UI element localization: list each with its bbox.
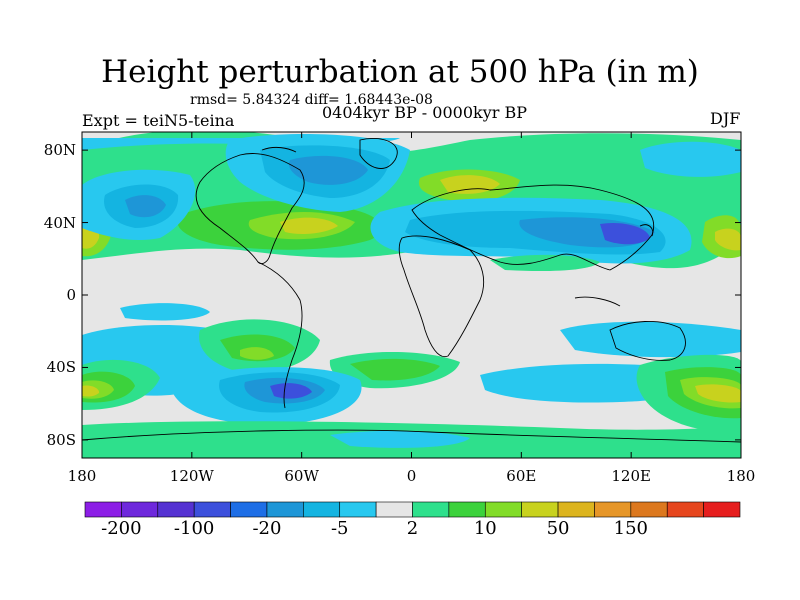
colorbar-swatch bbox=[521, 501, 559, 518]
colorbar bbox=[84, 501, 741, 518]
colorbar-swatch bbox=[84, 501, 122, 518]
colorbar-swatch bbox=[666, 501, 704, 518]
stats-label: rmsd= 5.84324 diff= 1.68443e-08 bbox=[190, 92, 433, 108]
contour-region bbox=[695, 384, 741, 403]
colorbar-label: -20 bbox=[252, 518, 282, 539]
season-label: DJF bbox=[710, 109, 741, 128]
lat-label: 0 bbox=[66, 286, 76, 304]
plot-title: Height perturbation at 500 hPa (in m) bbox=[101, 54, 699, 90]
contour-region bbox=[82, 138, 400, 150]
colorbar-swatch bbox=[630, 501, 668, 518]
lat-label: 80N bbox=[43, 141, 76, 160]
lon-label: 60W bbox=[284, 467, 319, 485]
colorbar-swatch bbox=[594, 501, 632, 518]
colorbar-label: 150 bbox=[613, 518, 648, 539]
contour-region bbox=[640, 141, 741, 177]
colorbar-swatch bbox=[557, 501, 595, 518]
contour-region bbox=[350, 358, 440, 381]
colorbar-swatch bbox=[412, 501, 450, 518]
lon-label: 180 bbox=[67, 467, 97, 485]
colorbar-label: 50 bbox=[546, 518, 570, 539]
colorbar-swatch bbox=[448, 501, 486, 518]
contour-region bbox=[82, 385, 100, 397]
contour-region bbox=[120, 303, 210, 321]
lon-label: 120W bbox=[169, 467, 214, 485]
axis-ticks bbox=[81, 132, 742, 458]
lat-label: 40N bbox=[43, 213, 76, 232]
contour-region bbox=[280, 217, 338, 234]
contour-region bbox=[125, 195, 166, 218]
colorbar-swatch bbox=[303, 501, 341, 518]
colorbar-swatch bbox=[121, 501, 159, 518]
lon-label: 120E bbox=[611, 467, 651, 485]
colorbar-swatch bbox=[339, 501, 377, 518]
colorbar-label: -5 bbox=[330, 518, 349, 539]
contour-region bbox=[600, 222, 650, 245]
lon-label: 0 bbox=[406, 467, 417, 485]
colorbar-label: 2 bbox=[406, 518, 419, 539]
contour-region bbox=[270, 383, 312, 399]
colorbar-label: -100 bbox=[173, 518, 215, 539]
colorbar-swatch bbox=[157, 501, 195, 518]
period-label: 0404kyr BP - 0000kyr BP bbox=[322, 103, 527, 122]
lat-label: 40S bbox=[46, 358, 76, 377]
lon-label: 60E bbox=[506, 467, 537, 485]
colorbar-swatch bbox=[484, 501, 522, 518]
colorbar-swatch bbox=[266, 501, 304, 518]
colorbar-label: 10 bbox=[473, 518, 497, 539]
colorbar-swatch bbox=[230, 501, 268, 518]
contour-region bbox=[560, 321, 741, 358]
contour-region bbox=[490, 254, 600, 272]
lat-label: 80S bbox=[46, 430, 76, 449]
experiment-label: Expt = teiN5-teina bbox=[82, 111, 235, 130]
colorbar-swatch bbox=[375, 501, 413, 518]
contour-region bbox=[288, 155, 368, 185]
colorbar-swatch bbox=[703, 501, 741, 518]
colorbar-swatch bbox=[193, 501, 231, 518]
contour-region bbox=[330, 430, 470, 448]
coastlines bbox=[82, 137, 741, 443]
colorbar-label: -200 bbox=[101, 518, 142, 539]
contour-region bbox=[715, 228, 741, 251]
lon-label: 180 bbox=[726, 467, 756, 485]
contour-region bbox=[240, 347, 274, 360]
